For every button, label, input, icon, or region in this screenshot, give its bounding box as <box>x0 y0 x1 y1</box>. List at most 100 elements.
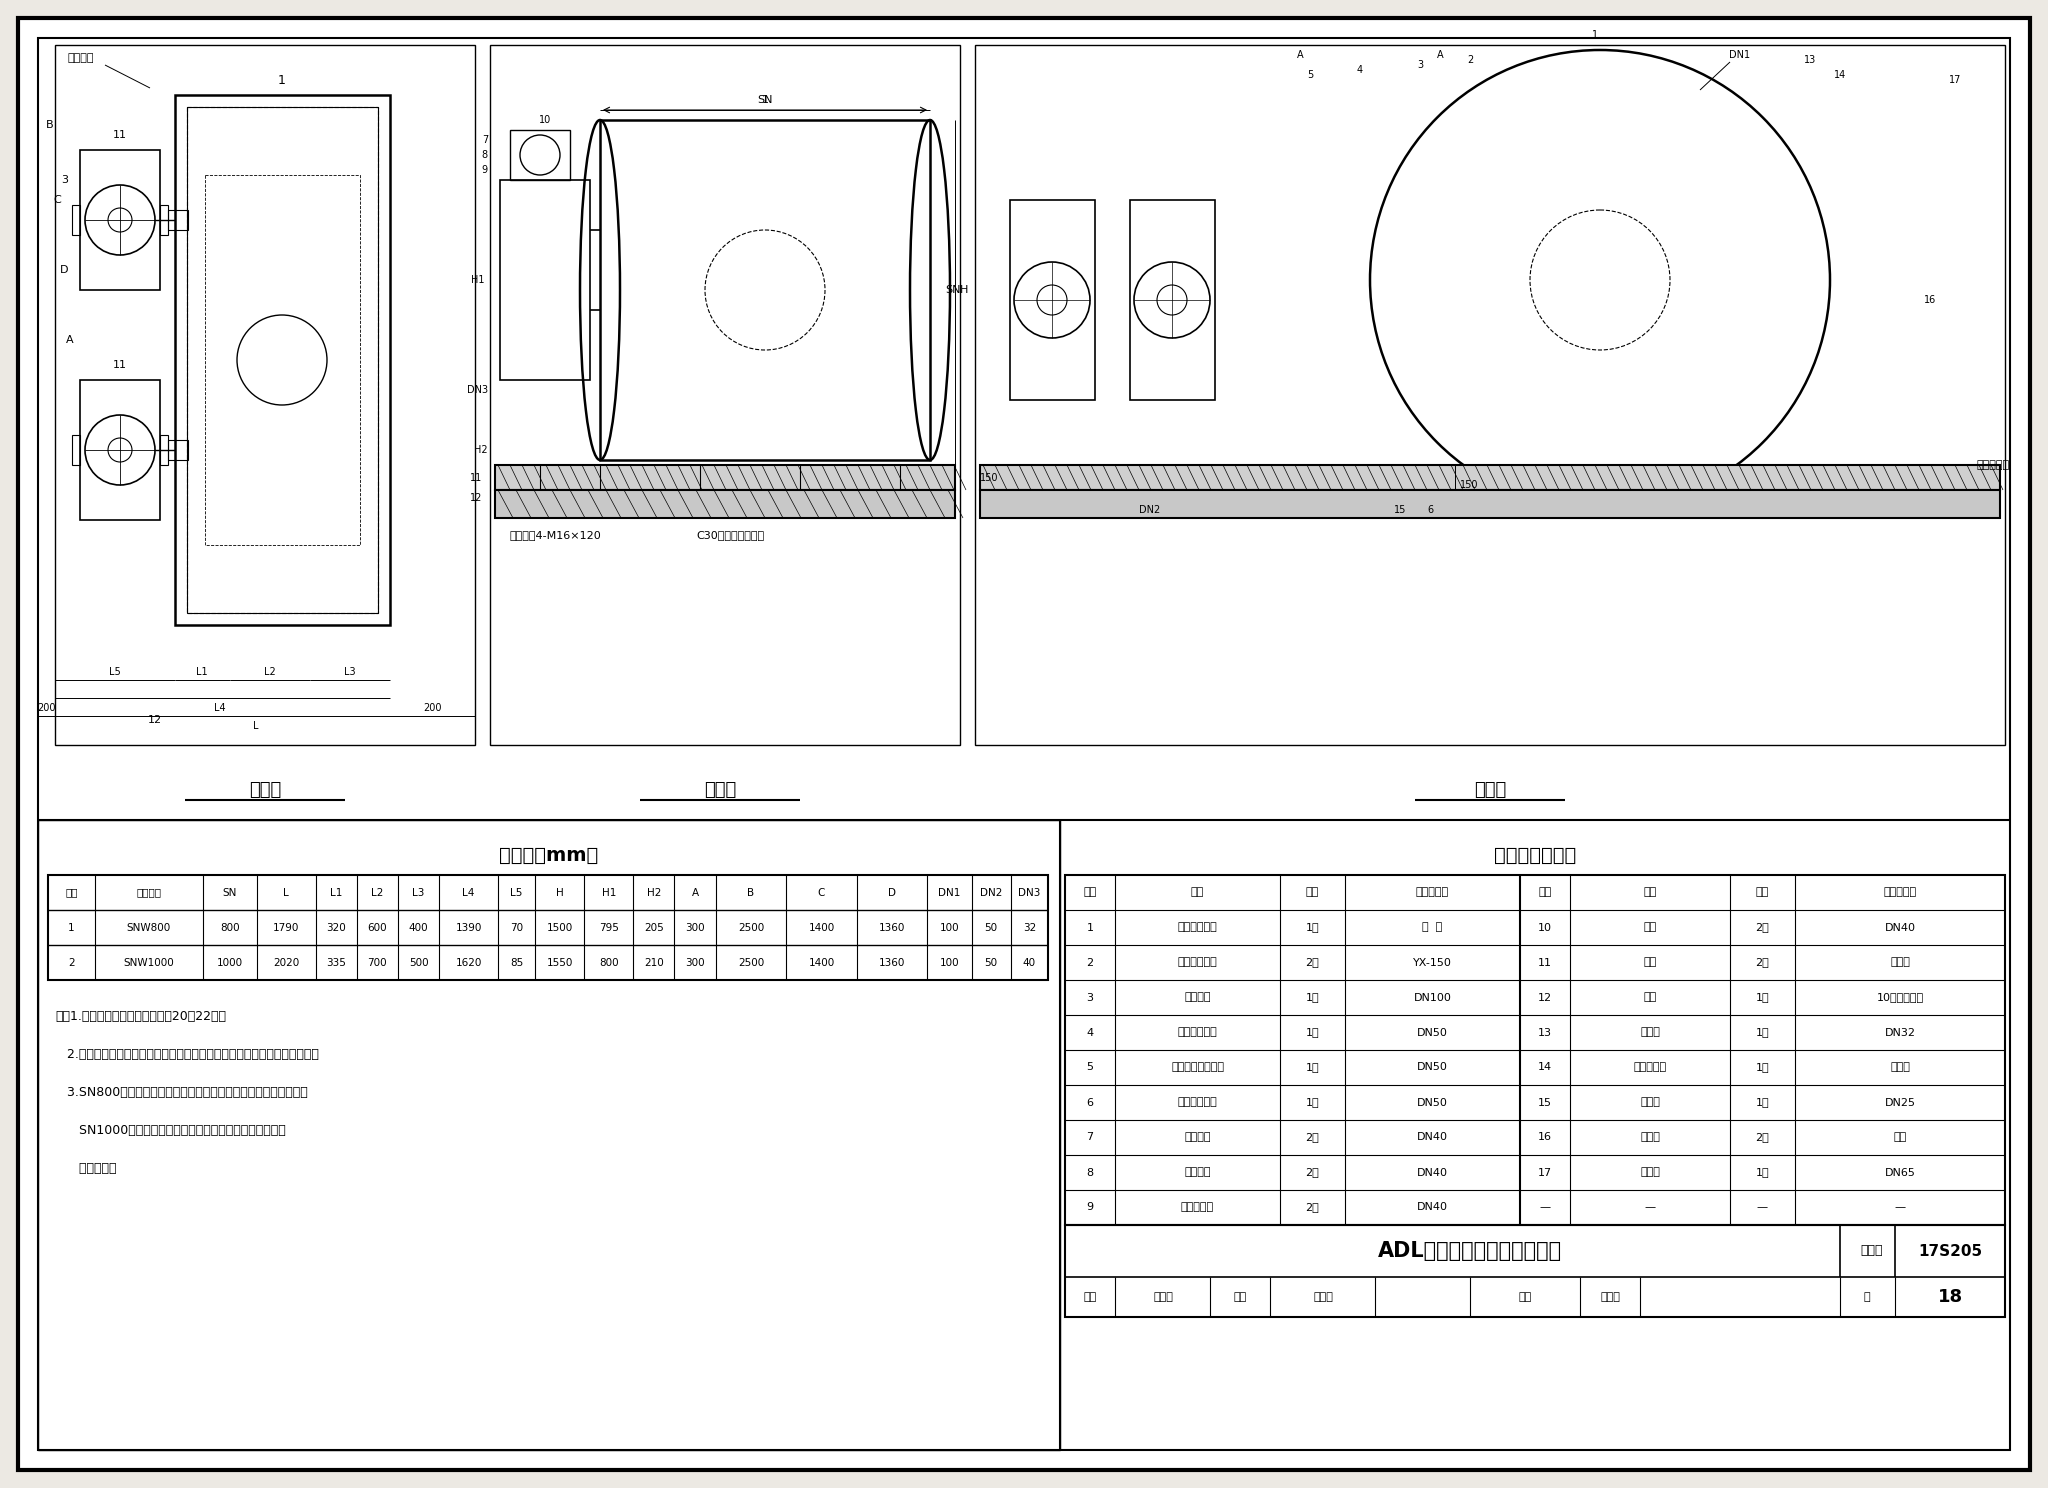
Text: 6: 6 <box>1427 504 1434 515</box>
Text: DN50: DN50 <box>1417 1098 1448 1107</box>
Text: 1: 1 <box>279 73 287 86</box>
Text: 2.安全阀的压力及电接点压力表、压力变送器的测量范围按消防压力而定。: 2.安全阀的压力及电接点压力表、压力变送器的测量范围按消防压力而定。 <box>55 1048 319 1061</box>
Text: L2: L2 <box>264 667 276 677</box>
Text: L2: L2 <box>371 887 383 897</box>
Bar <box>975 45 2005 745</box>
Text: H2: H2 <box>647 887 662 897</box>
Text: 安全阀: 安全阀 <box>1640 1028 1661 1037</box>
Text: 校对: 校对 <box>1233 1292 1247 1302</box>
Text: —: — <box>1894 1202 1905 1213</box>
Text: 1000: 1000 <box>217 957 244 967</box>
Text: 210: 210 <box>643 957 664 967</box>
Text: 85: 85 <box>510 957 522 967</box>
Text: 部分所示。: 部分所示。 <box>55 1162 117 1176</box>
Text: 名称: 名称 <box>1190 887 1204 897</box>
Text: DN100: DN100 <box>1413 992 1452 1003</box>
Text: 3: 3 <box>1417 60 1423 70</box>
Text: 800: 800 <box>598 957 618 967</box>
Text: H: H <box>555 887 563 897</box>
Text: A: A <box>1296 51 1303 60</box>
Bar <box>72 205 80 235</box>
Bar <box>500 180 590 379</box>
Text: 14: 14 <box>1538 1062 1552 1073</box>
Text: SN: SN <box>944 286 961 295</box>
Text: 500: 500 <box>410 957 428 967</box>
Bar <box>39 820 1061 1449</box>
Text: 楼板或地面: 楼板或地面 <box>1976 460 2009 470</box>
Text: 消声止回阀: 消声止回阀 <box>1182 1202 1214 1213</box>
Circle shape <box>1370 51 1831 510</box>
Text: 16: 16 <box>1923 295 1935 305</box>
Text: 2500: 2500 <box>737 923 764 933</box>
Text: 1个: 1个 <box>1755 1168 1769 1177</box>
Text: 图集号: 图集号 <box>1862 1244 1884 1257</box>
Text: 12: 12 <box>147 716 162 725</box>
Text: 6: 6 <box>1087 1098 1094 1107</box>
Text: 9: 9 <box>1085 1202 1094 1213</box>
Text: 12: 12 <box>469 493 481 503</box>
Text: L4: L4 <box>463 887 475 897</box>
Text: 795: 795 <box>598 923 618 933</box>
Text: 15: 15 <box>1538 1098 1552 1107</box>
Text: 320: 320 <box>326 923 346 933</box>
Text: 平面图: 平面图 <box>250 781 281 799</box>
Text: 150: 150 <box>981 473 999 484</box>
Text: 橡胶接头: 橡胶接头 <box>1184 1168 1210 1177</box>
Text: H2: H2 <box>475 445 487 455</box>
Bar <box>496 466 954 490</box>
Text: 气压水罐弯管: 气压水罐弯管 <box>1178 1098 1217 1107</box>
Text: L4: L4 <box>215 702 225 713</box>
Text: 3.SN800的卧式气压罐的人孔在罐体上方，如图中实线部分所示；: 3.SN800的卧式气压罐的人孔在罐体上方，如图中实线部分所示； <box>55 1086 307 1100</box>
Text: 不锈钔: 不锈钔 <box>1890 957 1911 967</box>
Text: 2个: 2个 <box>1755 923 1769 933</box>
Text: L: L <box>283 887 289 897</box>
Text: 底座: 底座 <box>1642 992 1657 1003</box>
Text: C: C <box>817 887 825 897</box>
Text: 出水总管: 出水总管 <box>1184 992 1210 1003</box>
Text: C30钢筋混凝土基础: C30钢筋混凝土基础 <box>696 530 764 540</box>
Text: 300: 300 <box>686 957 705 967</box>
Text: 碳  钔: 碳 钔 <box>1423 923 1442 933</box>
Text: A: A <box>66 335 74 345</box>
Text: 2个: 2个 <box>1307 1202 1319 1213</box>
Text: DN32: DN32 <box>1884 1028 1915 1037</box>
Text: 17: 17 <box>1538 1168 1552 1177</box>
Text: 13: 13 <box>1538 1028 1552 1037</box>
Text: DN40: DN40 <box>1417 1132 1448 1143</box>
Text: SN1000的卧式气压罐的人孔在罐体封头处，如图中虚线: SN1000的卧式气压罐的人孔在罐体封头处，如图中虚线 <box>55 1123 287 1137</box>
Text: —: — <box>1540 1202 1550 1213</box>
Text: 审核: 审核 <box>1083 1292 1096 1302</box>
Text: 注：1.罐体与水泵的规格型号见制20～22页。: 注：1.罐体与水泵的规格型号见制20～22页。 <box>55 1010 225 1024</box>
Text: DN40: DN40 <box>1417 1202 1448 1213</box>
Ellipse shape <box>580 121 621 460</box>
Text: 设计: 设计 <box>1518 1292 1532 1302</box>
Text: 1个: 1个 <box>1307 1028 1319 1037</box>
Text: 2: 2 <box>1085 957 1094 967</box>
Text: 800: 800 <box>219 923 240 933</box>
Text: DN25: DN25 <box>1884 1098 1915 1107</box>
Text: 50: 50 <box>985 923 997 933</box>
Text: 600: 600 <box>367 923 387 933</box>
Text: 1个: 1个 <box>1755 1028 1769 1037</box>
Text: 2500: 2500 <box>737 957 764 967</box>
Bar <box>80 150 160 290</box>
Text: 立面图: 立面图 <box>705 781 735 799</box>
Text: 2020: 2020 <box>272 957 299 967</box>
Text: 17: 17 <box>1950 74 1962 85</box>
Text: 橡胶: 橡胶 <box>1892 1132 1907 1143</box>
Ellipse shape <box>909 121 950 460</box>
Text: D: D <box>889 887 897 897</box>
Text: 尺寸表（mm）: 尺寸表（mm） <box>500 845 598 865</box>
Text: 1个: 1个 <box>1307 1098 1319 1107</box>
Text: YX-150: YX-150 <box>1413 957 1452 967</box>
Text: 10号槽钔组装: 10号槽钔组装 <box>1876 992 1923 1003</box>
Text: 隔膜气压水罐: 隔膜气压水罐 <box>1178 923 1217 933</box>
Text: 1: 1 <box>68 923 76 933</box>
Text: DN40: DN40 <box>1884 923 1915 933</box>
Text: 1500: 1500 <box>547 923 573 933</box>
Bar <box>489 45 961 745</box>
Bar <box>1065 875 2005 1225</box>
Text: 10: 10 <box>1538 923 1552 933</box>
Text: 2组: 2组 <box>1755 1132 1769 1143</box>
Text: L5: L5 <box>109 667 121 677</box>
